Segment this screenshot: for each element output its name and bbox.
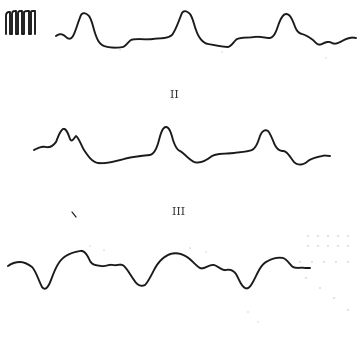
paper-specks <box>89 49 349 323</box>
lead-3-label: III <box>172 205 185 218</box>
lead-2-label: II <box>170 88 179 101</box>
lead-1-trace <box>55 10 357 49</box>
calibration-pulse <box>5 10 36 35</box>
stray-mark <box>71 211 77 218</box>
lead-3-trace <box>7 249 311 290</box>
lead-2-trace <box>33 126 331 166</box>
